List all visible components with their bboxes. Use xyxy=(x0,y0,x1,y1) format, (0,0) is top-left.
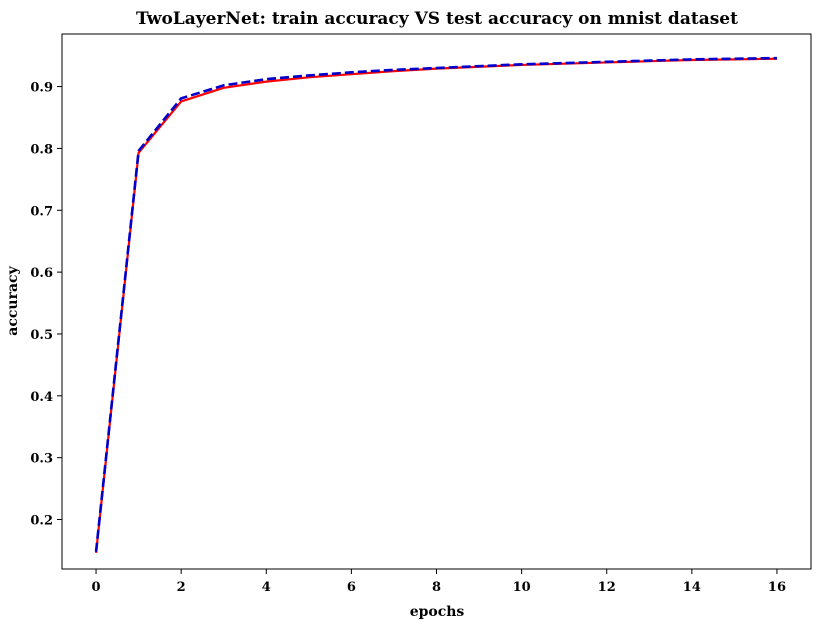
y-tick-label: 0.3 xyxy=(30,452,53,467)
series-layer xyxy=(94,56,777,554)
x-tick-label: 0 xyxy=(92,580,101,595)
y-tick-label: 0.9 xyxy=(30,81,53,96)
x-tick-label: 14 xyxy=(683,580,701,595)
x-tick-label: 10 xyxy=(513,580,531,595)
y-axis-label: accuracy xyxy=(5,265,21,335)
x-tick-label: 12 xyxy=(598,580,616,595)
x-axis: 0 2 4 6 8 10 12 14 16 xyxy=(92,569,786,595)
chart-title: TwoLayerNet: train accuracy VS test accu… xyxy=(136,9,738,29)
x-tick-label: 2 xyxy=(177,580,186,595)
x-tick-label: 16 xyxy=(768,580,786,595)
x-tick-label: 6 xyxy=(347,580,356,595)
y-tick-label: 0.2 xyxy=(30,514,53,529)
y-tick-label: 0.8 xyxy=(30,142,53,157)
series-line-2 xyxy=(94,56,777,552)
y-tick-label: 0.4 xyxy=(30,390,53,405)
y-tick-label: 0.5 xyxy=(30,328,53,343)
plot-frame xyxy=(61,33,812,570)
x-tick-label: 8 xyxy=(432,580,441,595)
y-tick-label: 0.7 xyxy=(30,204,53,219)
x-tick-label: 4 xyxy=(262,580,271,595)
series-line-1 xyxy=(94,57,777,554)
y-tick-label: 0.6 xyxy=(30,266,53,281)
x-axis-label: epochs xyxy=(410,604,465,620)
y-axis: 0.2 0.3 0.4 0.5 0.6 0.7 0.8 0.9 xyxy=(30,81,62,529)
